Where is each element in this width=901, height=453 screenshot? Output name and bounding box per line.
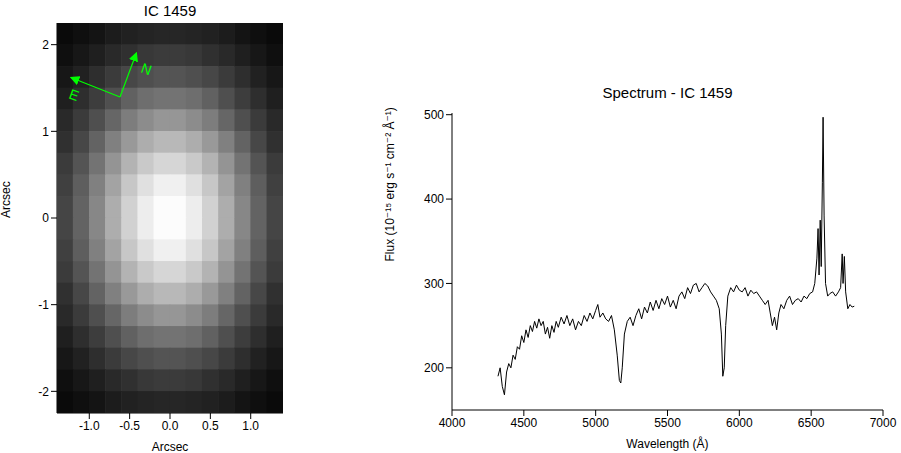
svg-text:5500: 5500 bbox=[654, 416, 681, 430]
svg-text:Arcsec: Arcsec bbox=[152, 440, 189, 453]
svg-text:7000: 7000 bbox=[870, 416, 897, 430]
svg-text:N: N bbox=[139, 60, 154, 78]
svg-text:400: 400 bbox=[424, 192, 444, 206]
svg-text:-0.5: -0.5 bbox=[119, 419, 140, 433]
svg-text:1.0: 1.0 bbox=[242, 419, 259, 433]
html-text:IC 1459: IC 1459 bbox=[143, 2, 197, 19]
html-text:Spectrum - IC 1459: Spectrum - IC 1459 bbox=[602, 84, 733, 101]
svg-text:-1: -1 bbox=[38, 298, 49, 312]
svg-text:4000: 4000 bbox=[439, 416, 466, 430]
svg-text:200: 200 bbox=[424, 361, 444, 375]
svg-text:0.0: 0.0 bbox=[162, 419, 179, 433]
svg-text:500: 500 bbox=[424, 108, 444, 122]
svg-text:0: 0 bbox=[42, 211, 49, 225]
svg-text:0.5: 0.5 bbox=[202, 419, 219, 433]
svg-text:2: 2 bbox=[42, 38, 49, 52]
svg-text:6500: 6500 bbox=[798, 416, 825, 430]
svg-text:4500: 4500 bbox=[510, 416, 537, 430]
svg-text:Arcsec: Arcsec bbox=[0, 181, 13, 218]
svg-text:E: E bbox=[67, 86, 81, 104]
svg-text:1: 1 bbox=[42, 125, 49, 139]
svg-text:5000: 5000 bbox=[582, 416, 609, 430]
svg-text:-1.0: -1.0 bbox=[79, 419, 100, 433]
svg-text:Flux (10⁻¹⁵ erg s⁻¹ cm⁻² Å⁻¹): Flux (10⁻¹⁵ erg s⁻¹ cm⁻² Å⁻¹) bbox=[382, 107, 397, 261]
svg-text:300: 300 bbox=[424, 277, 444, 291]
svg-text:Wavelength (Å): Wavelength (Å) bbox=[626, 436, 708, 451]
svg-text:6000: 6000 bbox=[726, 416, 753, 430]
svg-text:-2: -2 bbox=[38, 385, 49, 399]
